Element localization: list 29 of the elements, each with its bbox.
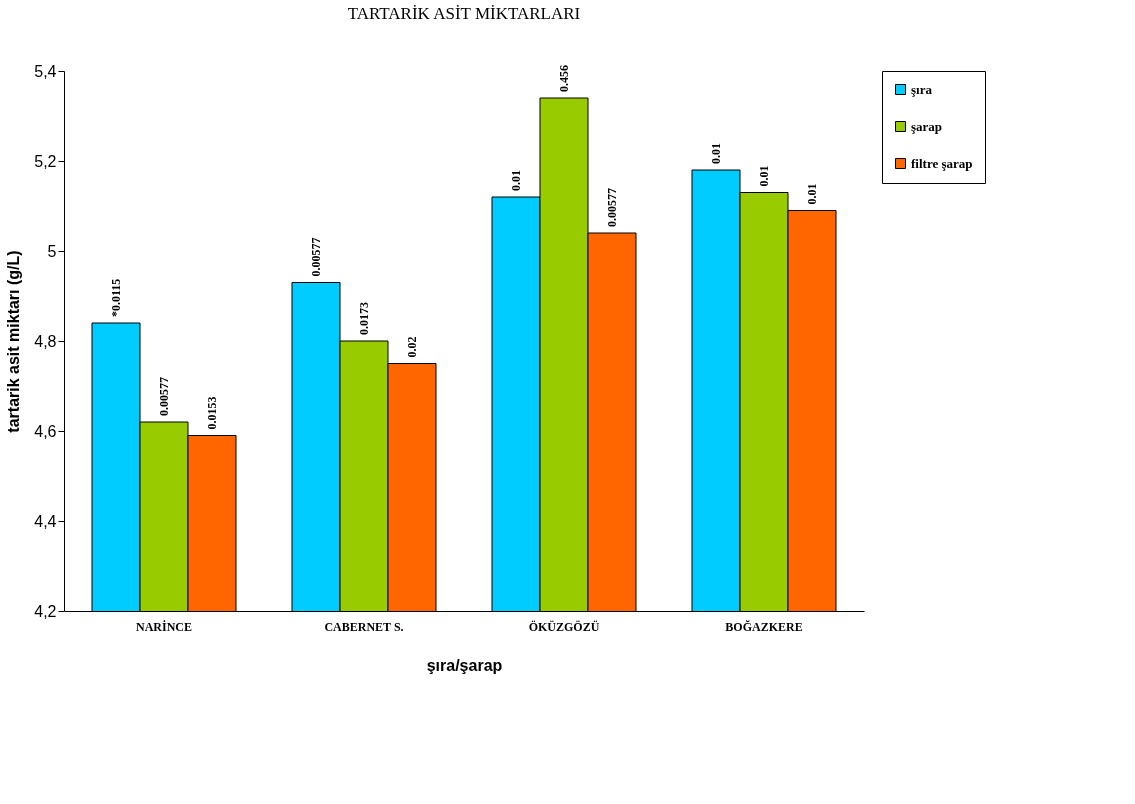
annotation: 0.01 <box>709 143 723 164</box>
y-tick-label: 4,8 <box>34 332 57 350</box>
y-tick-label: 5,2 <box>34 152 57 170</box>
annotation: 0.01 <box>509 170 523 191</box>
legend-label: filtre şarap <box>911 155 973 171</box>
legend-label: şıra <box>911 81 933 97</box>
x-axis-title: şıra/şarap <box>426 656 503 674</box>
y-tick-label: 5 <box>47 242 57 260</box>
x-tick-label: NARİNCE <box>135 619 193 634</box>
annotation: *0.0115 <box>109 278 123 317</box>
y-tick-label: 4,4 <box>34 512 57 530</box>
annotation: 0.0173 <box>357 302 371 335</box>
chart-title: TARTARİK ASİT MİKTARLARI <box>347 4 581 23</box>
annotation: 0.01 <box>757 165 771 187</box>
x-tick-label: ÖKÜZGÖZÜ <box>528 619 600 634</box>
annotation: 0.00577 <box>157 377 171 416</box>
x-tick-label: CABERNET S. <box>324 619 404 634</box>
y-axis-title: tartarik asit miktarı (g/L) <box>5 250 23 433</box>
annotation: 0.02 <box>405 336 419 358</box>
annotation: 0.456 <box>557 65 571 92</box>
x-tick-label: BOĞAZKERE <box>725 619 803 634</box>
y-tick-label: 4,6 <box>34 422 57 440</box>
annotation: 0.00577 <box>605 188 619 227</box>
legend-label: şarap <box>911 118 943 134</box>
annotation: 0.01 <box>805 183 819 205</box>
y-tick-label: 4,2 <box>34 602 57 620</box>
annotation: 0.0153 <box>205 396 219 430</box>
annotation: 0.00577 <box>309 237 323 277</box>
y-tick-label: 5,4 <box>34 62 57 80</box>
